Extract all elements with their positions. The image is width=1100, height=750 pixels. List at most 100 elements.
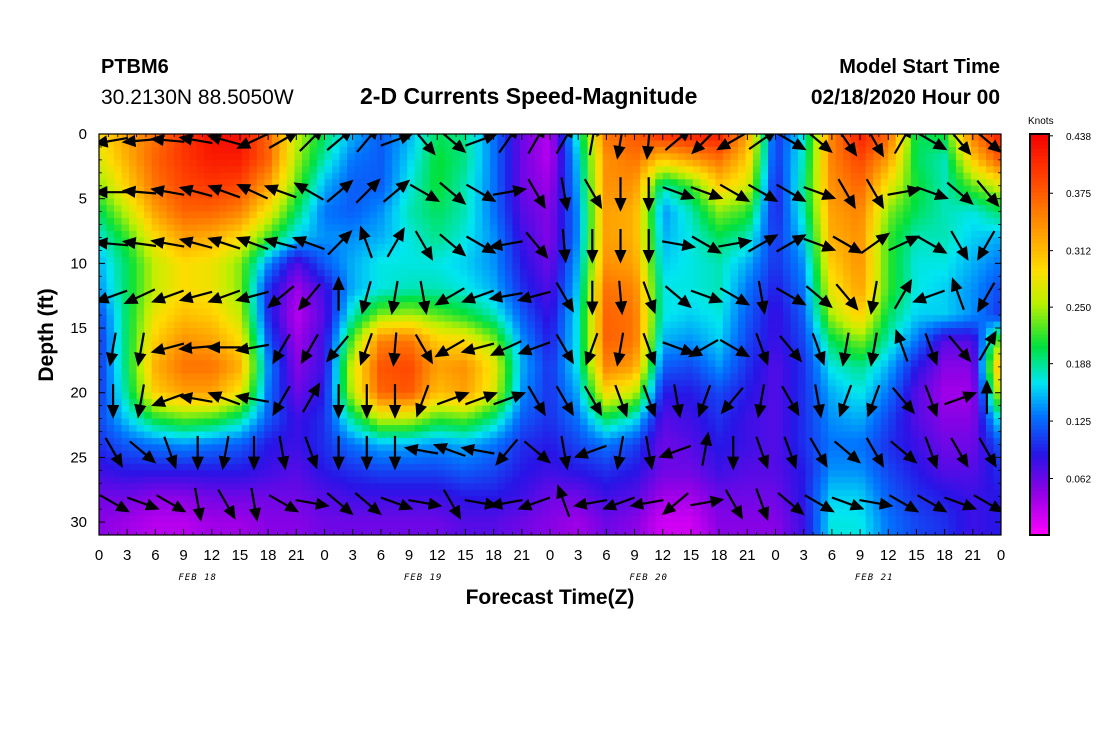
heat-cell	[204, 392, 213, 400]
heat-cell	[978, 198, 987, 206]
heat-cell	[580, 373, 589, 381]
heat-cell	[700, 243, 709, 252]
heat-cell	[632, 373, 641, 381]
heat-cell	[813, 243, 822, 252]
heat-cell	[369, 289, 378, 297]
heat-cell	[324, 392, 333, 400]
heat-cell	[790, 282, 799, 290]
heat-cell	[602, 166, 611, 174]
heat-cell	[715, 159, 724, 167]
heat-cell	[640, 321, 649, 329]
heat-cell	[880, 140, 889, 148]
heat-cell	[527, 392, 536, 400]
heat-cell	[910, 321, 919, 329]
heat-cell	[850, 392, 859, 400]
heat-cell	[106, 224, 115, 232]
heat-cell	[715, 211, 724, 219]
heat-cell	[114, 198, 123, 206]
heat-cell	[489, 159, 498, 167]
heat-cell	[151, 340, 160, 349]
heat-cell	[189, 276, 198, 284]
heat-cell	[467, 146, 476, 155]
heat-cell	[136, 211, 145, 219]
heat-cell	[625, 166, 634, 174]
heat-cell	[452, 282, 461, 290]
heat-cell	[610, 386, 619, 394]
heat-cell	[662, 269, 671, 277]
heat-cell	[700, 224, 709, 232]
heat-cell	[354, 353, 363, 361]
heat-cell	[121, 392, 130, 400]
heat-cell	[798, 315, 807, 323]
heat-cell	[707, 321, 716, 329]
heat-cell	[737, 166, 747, 174]
heat-cell	[790, 179, 799, 187]
heat-cell	[730, 159, 739, 167]
heat-cell	[422, 198, 431, 206]
heat-cell	[339, 347, 348, 355]
heat-cell	[407, 321, 416, 329]
heat-cell	[332, 211, 341, 219]
heat-cell	[820, 231, 829, 239]
heat-cell	[181, 179, 190, 187]
heat-cell	[580, 340, 589, 349]
heat-cell	[279, 211, 288, 219]
heat-cell	[512, 166, 521, 174]
heat-cell	[677, 198, 686, 206]
heat-cell	[963, 205, 972, 213]
heat-cell	[715, 256, 724, 264]
heat-cell	[993, 205, 1001, 213]
heat-cell	[339, 263, 348, 271]
heat-cell	[955, 353, 965, 361]
heat-cell	[286, 308, 296, 316]
heat-cell	[647, 334, 656, 342]
heat-cell	[534, 179, 544, 187]
heat-cell	[429, 159, 438, 167]
heat-cell	[692, 250, 701, 258]
heat-cell	[985, 237, 995, 245]
heat-cell	[347, 289, 356, 297]
heat-cell	[910, 134, 919, 142]
heat-cell	[482, 269, 491, 277]
heat-cell	[256, 366, 265, 374]
heat-cell	[414, 140, 423, 148]
heat-cell	[595, 366, 604, 374]
heat-cell	[918, 321, 927, 329]
heat-cell	[377, 205, 386, 213]
heat-cell	[760, 205, 769, 213]
heat-cell	[647, 153, 656, 161]
heat-cell	[249, 321, 258, 329]
heat-cell	[99, 321, 108, 329]
heat-cell	[647, 276, 656, 284]
heat-cell	[474, 269, 483, 277]
heat-cell	[241, 198, 250, 206]
heat-cell	[828, 179, 837, 187]
heat-cell	[835, 302, 844, 310]
heat-cell	[550, 146, 559, 155]
heat-cell	[805, 289, 814, 297]
heat-cell	[625, 366, 634, 374]
heat-cell	[775, 282, 784, 290]
heat-cell	[858, 185, 867, 193]
heat-cell	[557, 243, 566, 252]
heat-cell	[805, 360, 814, 368]
heat-cell	[685, 179, 694, 187]
heat-cell	[677, 315, 686, 323]
heat-cell	[339, 166, 348, 174]
heat-cell	[399, 360, 408, 368]
heat-cell	[970, 134, 980, 142]
heat-cell	[835, 386, 844, 394]
heat-cell	[685, 282, 694, 290]
heat-cell	[692, 224, 701, 232]
heat-cell	[279, 140, 288, 148]
heat-cell	[602, 205, 611, 213]
heat-cell	[783, 179, 792, 187]
heat-cell	[835, 373, 844, 381]
heat-cell	[730, 269, 739, 277]
heat-cell	[948, 134, 957, 142]
heat-cell	[347, 134, 356, 142]
heat-cell	[211, 250, 220, 258]
heat-cell	[767, 185, 777, 193]
heat-cell	[504, 211, 514, 219]
heat-cell	[895, 243, 904, 252]
